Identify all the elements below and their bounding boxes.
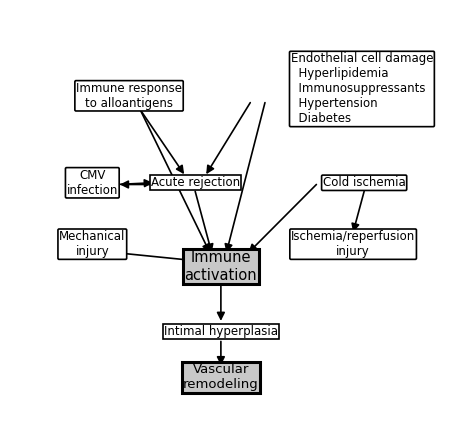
Text: Acute rejection: Acute rejection bbox=[151, 176, 240, 189]
Text: Mechanical
injury: Mechanical injury bbox=[59, 230, 126, 258]
Text: Endothelial cell damage
  Hyperlipidemia
  Immunosuppressants
  Hypertension
  D: Endothelial cell damage Hyperlipidemia I… bbox=[291, 52, 433, 125]
Text: CMV
infection: CMV infection bbox=[67, 169, 118, 197]
Text: Vascular
remodeling: Vascular remodeling bbox=[183, 363, 259, 391]
Text: Ischemia/reperfusion
injury: Ischemia/reperfusion injury bbox=[291, 230, 415, 258]
Text: Immune
activation: Immune activation bbox=[184, 250, 257, 283]
Text: Cold ischemia: Cold ischemia bbox=[323, 176, 406, 189]
Text: Intimal hyperplasia: Intimal hyperplasia bbox=[164, 325, 278, 338]
Text: Immune response
to alloantigens: Immune response to alloantigens bbox=[76, 82, 182, 110]
